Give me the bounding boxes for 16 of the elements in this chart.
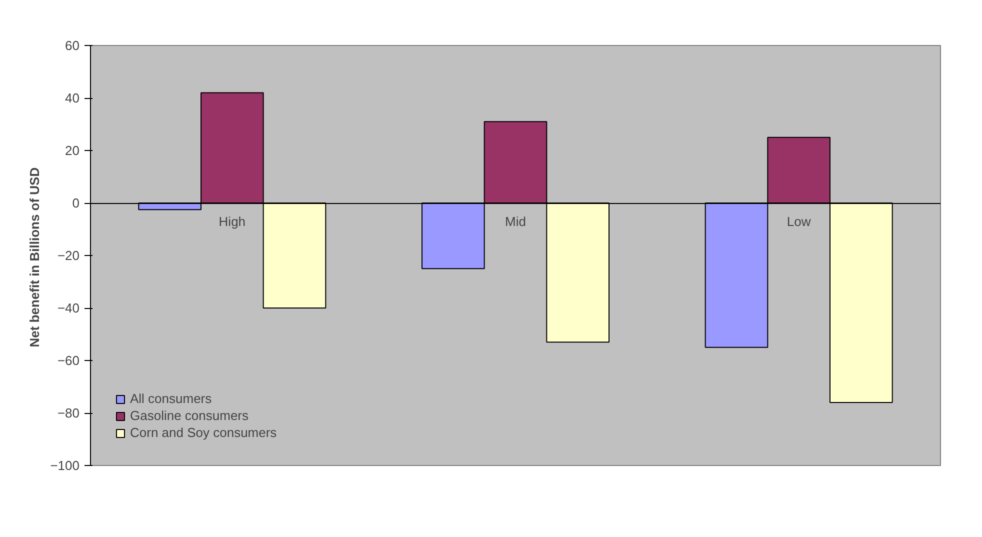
y-tick-label: 40 bbox=[65, 90, 80, 106]
legend-label: Corn and Soy consumers bbox=[130, 425, 277, 440]
y-tick-label: −40 bbox=[57, 300, 80, 316]
y-tick-label: −20 bbox=[57, 248, 80, 263]
y-tick-label: 20 bbox=[65, 143, 80, 158]
y-tick-label: −60 bbox=[57, 353, 80, 368]
x-tick-label: Low bbox=[786, 214, 812, 229]
y-tick-label: −80 bbox=[57, 406, 80, 420]
legend-label: Gasoline consumers bbox=[130, 408, 248, 423]
x-tick-label: Mid bbox=[505, 214, 526, 229]
y-tick-label: −100 bbox=[50, 458, 80, 473]
legend-label: All consumers bbox=[130, 391, 212, 406]
y-tick-label: 60 bbox=[65, 38, 80, 53]
y-axis-title: Net benefit in Billions of USD bbox=[27, 167, 42, 348]
y-tick-label: 0 bbox=[72, 196, 80, 210]
x-tick-label: High bbox=[218, 214, 246, 229]
